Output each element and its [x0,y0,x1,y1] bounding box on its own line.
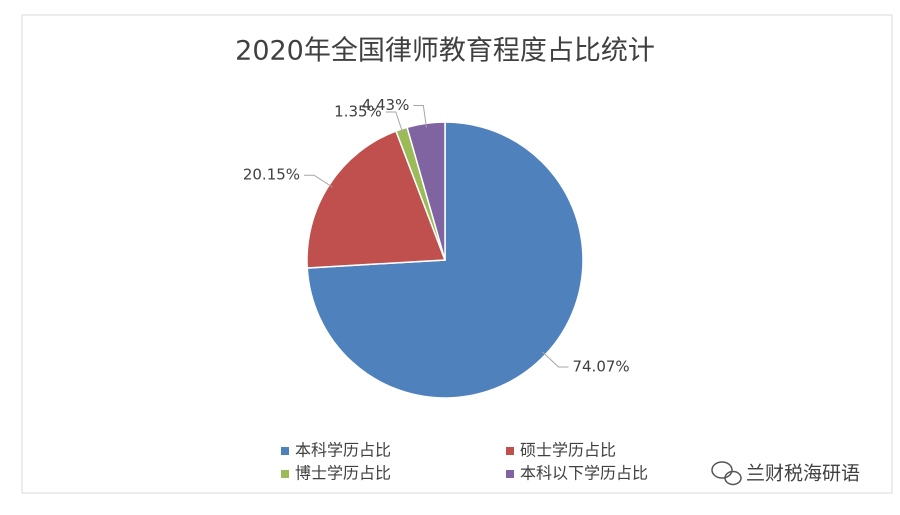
data-label: 4.43% [362,96,410,114]
legend-label: 博士学历占比 [295,464,391,483]
leader-line [542,351,569,368]
data-label: 20.15% [243,166,300,184]
legend-swatch [281,470,289,478]
watermark-icon [711,461,742,486]
leader-line [413,105,427,128]
leader-line [385,111,404,134]
legend-swatch [506,470,514,478]
legend-label: 硕士学历占比 [520,441,616,460]
watermark: 兰财税海研语 [746,463,860,485]
chart-title: 2020年全国律师教育程度占比统计 [235,36,655,67]
legend-swatch [506,447,514,455]
data-label: 74.07% [572,358,629,376]
legend-label: 本科学历占比 [295,441,391,460]
legend-label: 本科以下学历占比 [520,464,648,483]
leader-line [304,174,333,188]
data-label: 1.35% [334,102,382,120]
legend-swatch [281,447,289,455]
